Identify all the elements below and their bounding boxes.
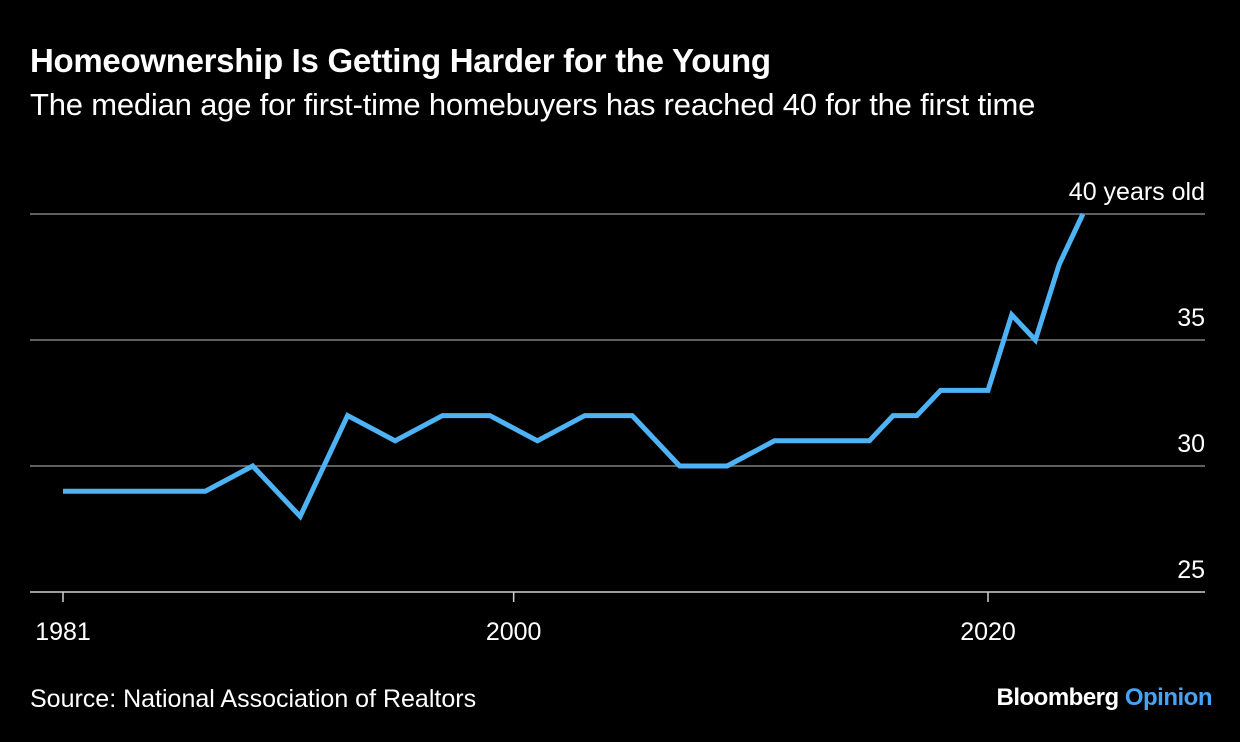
series-line-0	[63, 212, 1086, 521]
brand-name: Bloomberg	[996, 684, 1120, 711]
x-tick-label-1981: 1981	[35, 618, 91, 646]
y-tick-label-25: 25	[1177, 556, 1205, 584]
x-tick-labels: 1981 2000 2020	[35, 618, 1016, 646]
y-tick-label-35: 35	[1177, 304, 1205, 332]
chart-title: Homeownership Is Getting Harder for the …	[30, 42, 771, 79]
x-tick-label-2020: 2020	[960, 618, 1016, 646]
x-axis	[30, 591, 1205, 602]
bloomberg-opinion-logo: Bloomberg Opinion	[997, 684, 1213, 712]
y-tick-label-40: 40 years old	[1069, 178, 1205, 206]
grid-lines	[30, 213, 1205, 467]
y-tick-label-30: 30	[1177, 430, 1205, 458]
source-note: Source: National Association of Realtors	[30, 685, 477, 713]
series-lines	[63, 212, 1086, 521]
y-tick-labels: 25 30 35 40 years old	[1069, 178, 1205, 584]
x-tick-label-2000: 2000	[486, 618, 542, 646]
brand-product: Opinion	[1124, 684, 1213, 711]
chart-subtitle: The median age for first-time homebuyers…	[30, 87, 1036, 122]
